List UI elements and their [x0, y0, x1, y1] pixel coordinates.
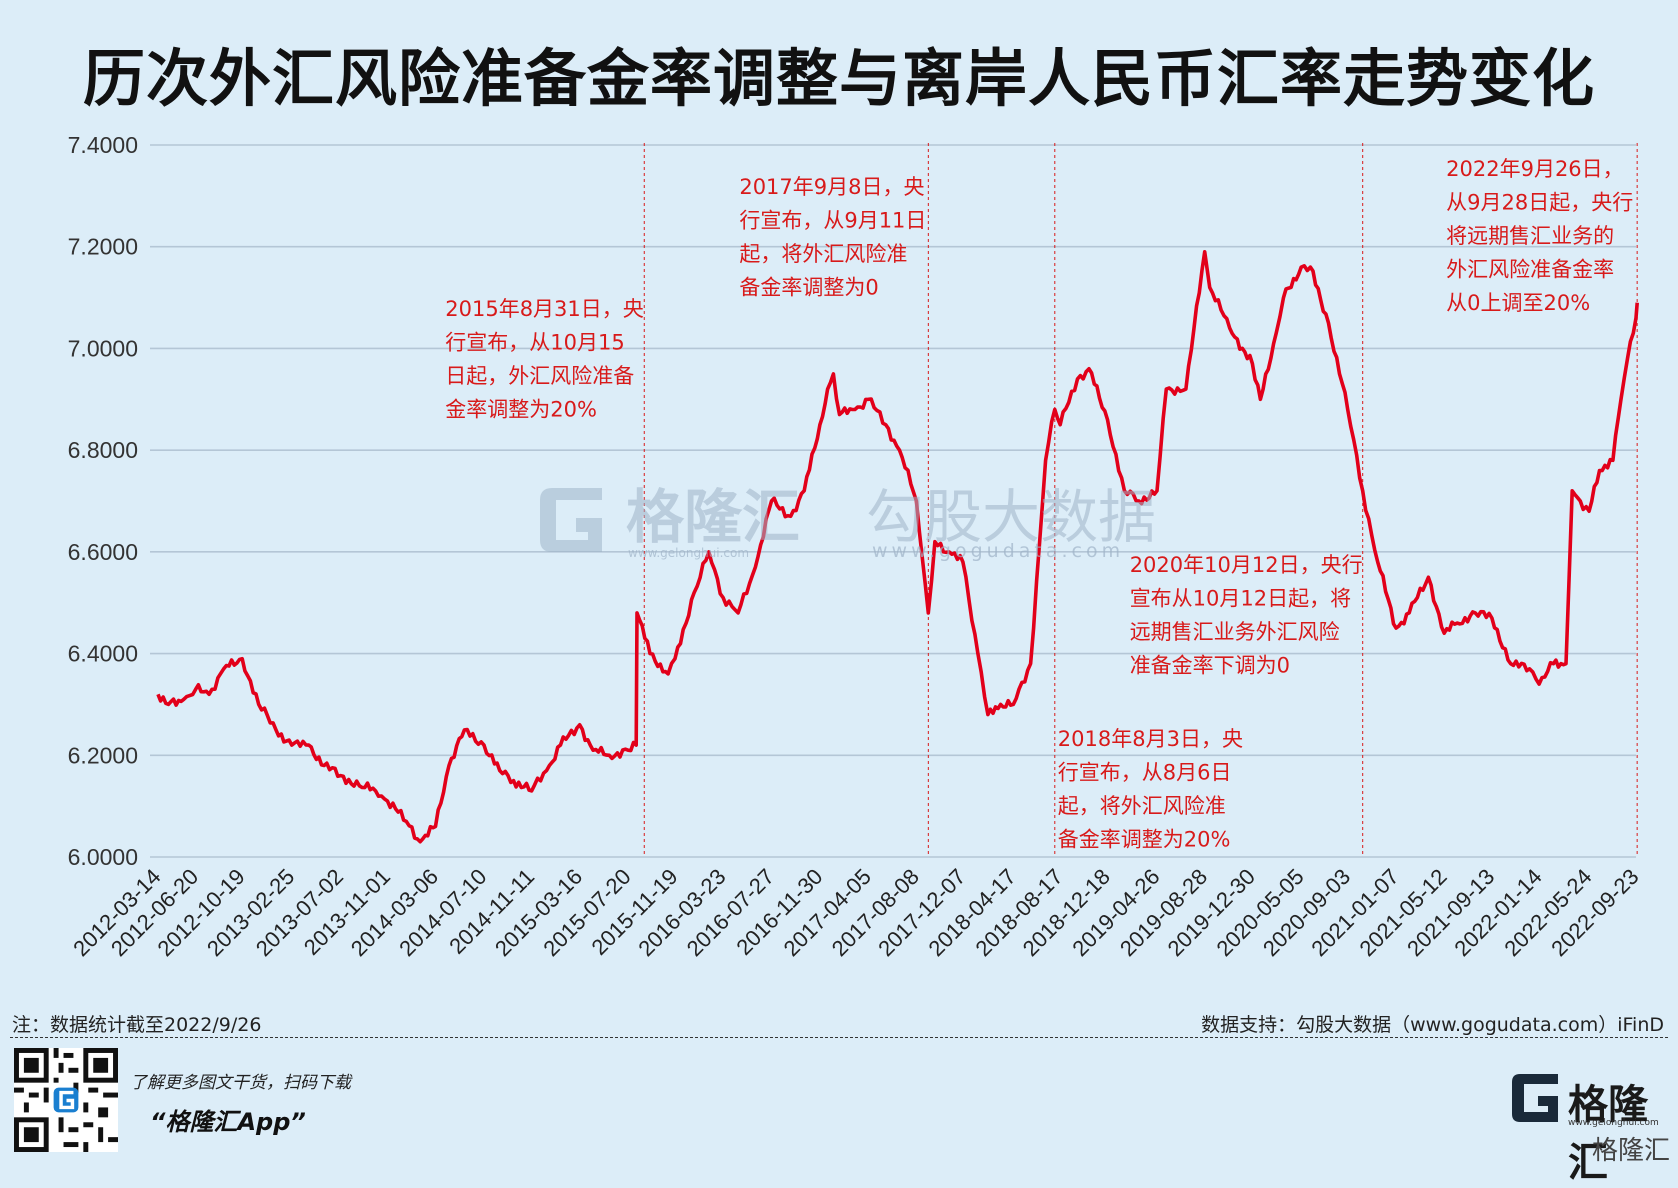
annotation-text: 从9月28日起，央行	[1446, 191, 1633, 215]
annotation-text: 2020年10月12日，央行	[1130, 553, 1363, 577]
app-name: “格隆汇App”	[150, 1108, 306, 1136]
brand-url: www.gelonghui.com	[1568, 1118, 1659, 1128]
data-source: 数据支持：勾股大数据（www.gogudata.com）iFinD	[1201, 1014, 1664, 1036]
y-tick-label: 6.8000	[68, 437, 138, 463]
footer-divider	[10, 1037, 1668, 1038]
annotation-text: 起，将外汇风险准	[739, 242, 907, 266]
grid-lines	[150, 144, 1636, 858]
brand-sub: 格隆汇	[1592, 1136, 1671, 1166]
watermark-gogudata-url: www.gogudata.com	[872, 540, 1125, 562]
annotation-text: 备金率调整为20%	[1058, 828, 1231, 852]
y-tick-label: 6.2000	[68, 742, 138, 768]
annotation-text: 金率调整为20%	[445, 398, 597, 422]
watermark-gelonghui-url: www.gelonghui.com	[628, 546, 750, 560]
watermark-gelonghui: 格隆汇	[626, 483, 801, 551]
chart-title: 历次外汇风险准备金率调整与离岸人民币汇率走势变化	[82, 42, 1595, 115]
y-tick-label: 7.2000	[68, 234, 138, 260]
annotation-text: 日起，外汇风险准备	[445, 364, 634, 388]
annotation-text: 从0上调至20%	[1446, 291, 1590, 315]
y-tick-label: 7.4000	[68, 132, 138, 158]
qr-code-icon	[14, 1048, 118, 1152]
promo-text: 了解更多图文干货，扫码下载	[130, 1073, 351, 1093]
series	[156, 250, 1639, 844]
event-annotation: 2020年10月12日，央行宣布从10月12日起，将远期售汇业务外汇风险准备金率…	[1130, 553, 1363, 678]
annotation-text: 行宣布，从10月15	[445, 331, 624, 355]
brand-logo-icon	[1512, 1074, 1558, 1122]
annotation-text: 外汇风险准备金率	[1446, 258, 1614, 282]
annotation-text: 2022年9月26日，	[1446, 157, 1624, 181]
watermark-gogudata: 勾股大数据	[866, 483, 1157, 551]
annotations: 2015年8月31日，央行宣布，从10月15日起，外汇风险准备金率调整为20%2…	[445, 157, 1633, 852]
event-annotation: 2022年9月26日， 从9月28日起，央行将远期售汇业务的外汇风险准备金率从0上…	[1446, 157, 1633, 315]
y-tick-label: 6.0000	[68, 844, 138, 870]
annotation-text: 备金率调整为0	[739, 276, 878, 300]
annotation-text: 宣布从10月12日起，将	[1130, 587, 1351, 611]
line-chart: 6.0000 6.2000 6.4000 6.6000 6.8000 7.0000 7.20…	[68, 132, 1644, 961]
annotation-text: 将远期售汇业务的	[1446, 224, 1614, 248]
y-axis-ticks: 6.0000 6.2000 6.4000 6.6000 6.8000 7.0000 7.20…	[68, 132, 138, 870]
y-tick-label: 6.6000	[68, 539, 138, 565]
annotation-text: 行宣布，从8月6日	[1058, 761, 1232, 785]
watermark-logo-icon	[540, 488, 602, 552]
annotation-text: 准备金率下调为0	[1130, 654, 1290, 678]
x-axis-ticks: 2012-03-142012-06-202012-10-192013-02-25…	[68, 864, 1643, 961]
annotation-text: 行宣布，从9月11日	[739, 209, 926, 233]
annotation-text: 远期售汇业务外汇风险	[1130, 620, 1340, 644]
series-line	[156, 250, 1639, 844]
annotation-text: 起，将外汇风险准	[1058, 794, 1226, 818]
annotation-text: 2017年9月8日，央	[739, 175, 924, 199]
y-tick-label: 6.4000	[68, 641, 138, 667]
annotation-text: 2018年8月3日，央	[1058, 727, 1243, 751]
annotation-text: 2015年8月31日，央	[445, 297, 644, 321]
data-note: 注：数据统计截至2022/9/26	[12, 1014, 262, 1036]
y-tick-label: 7.0000	[68, 335, 138, 361]
